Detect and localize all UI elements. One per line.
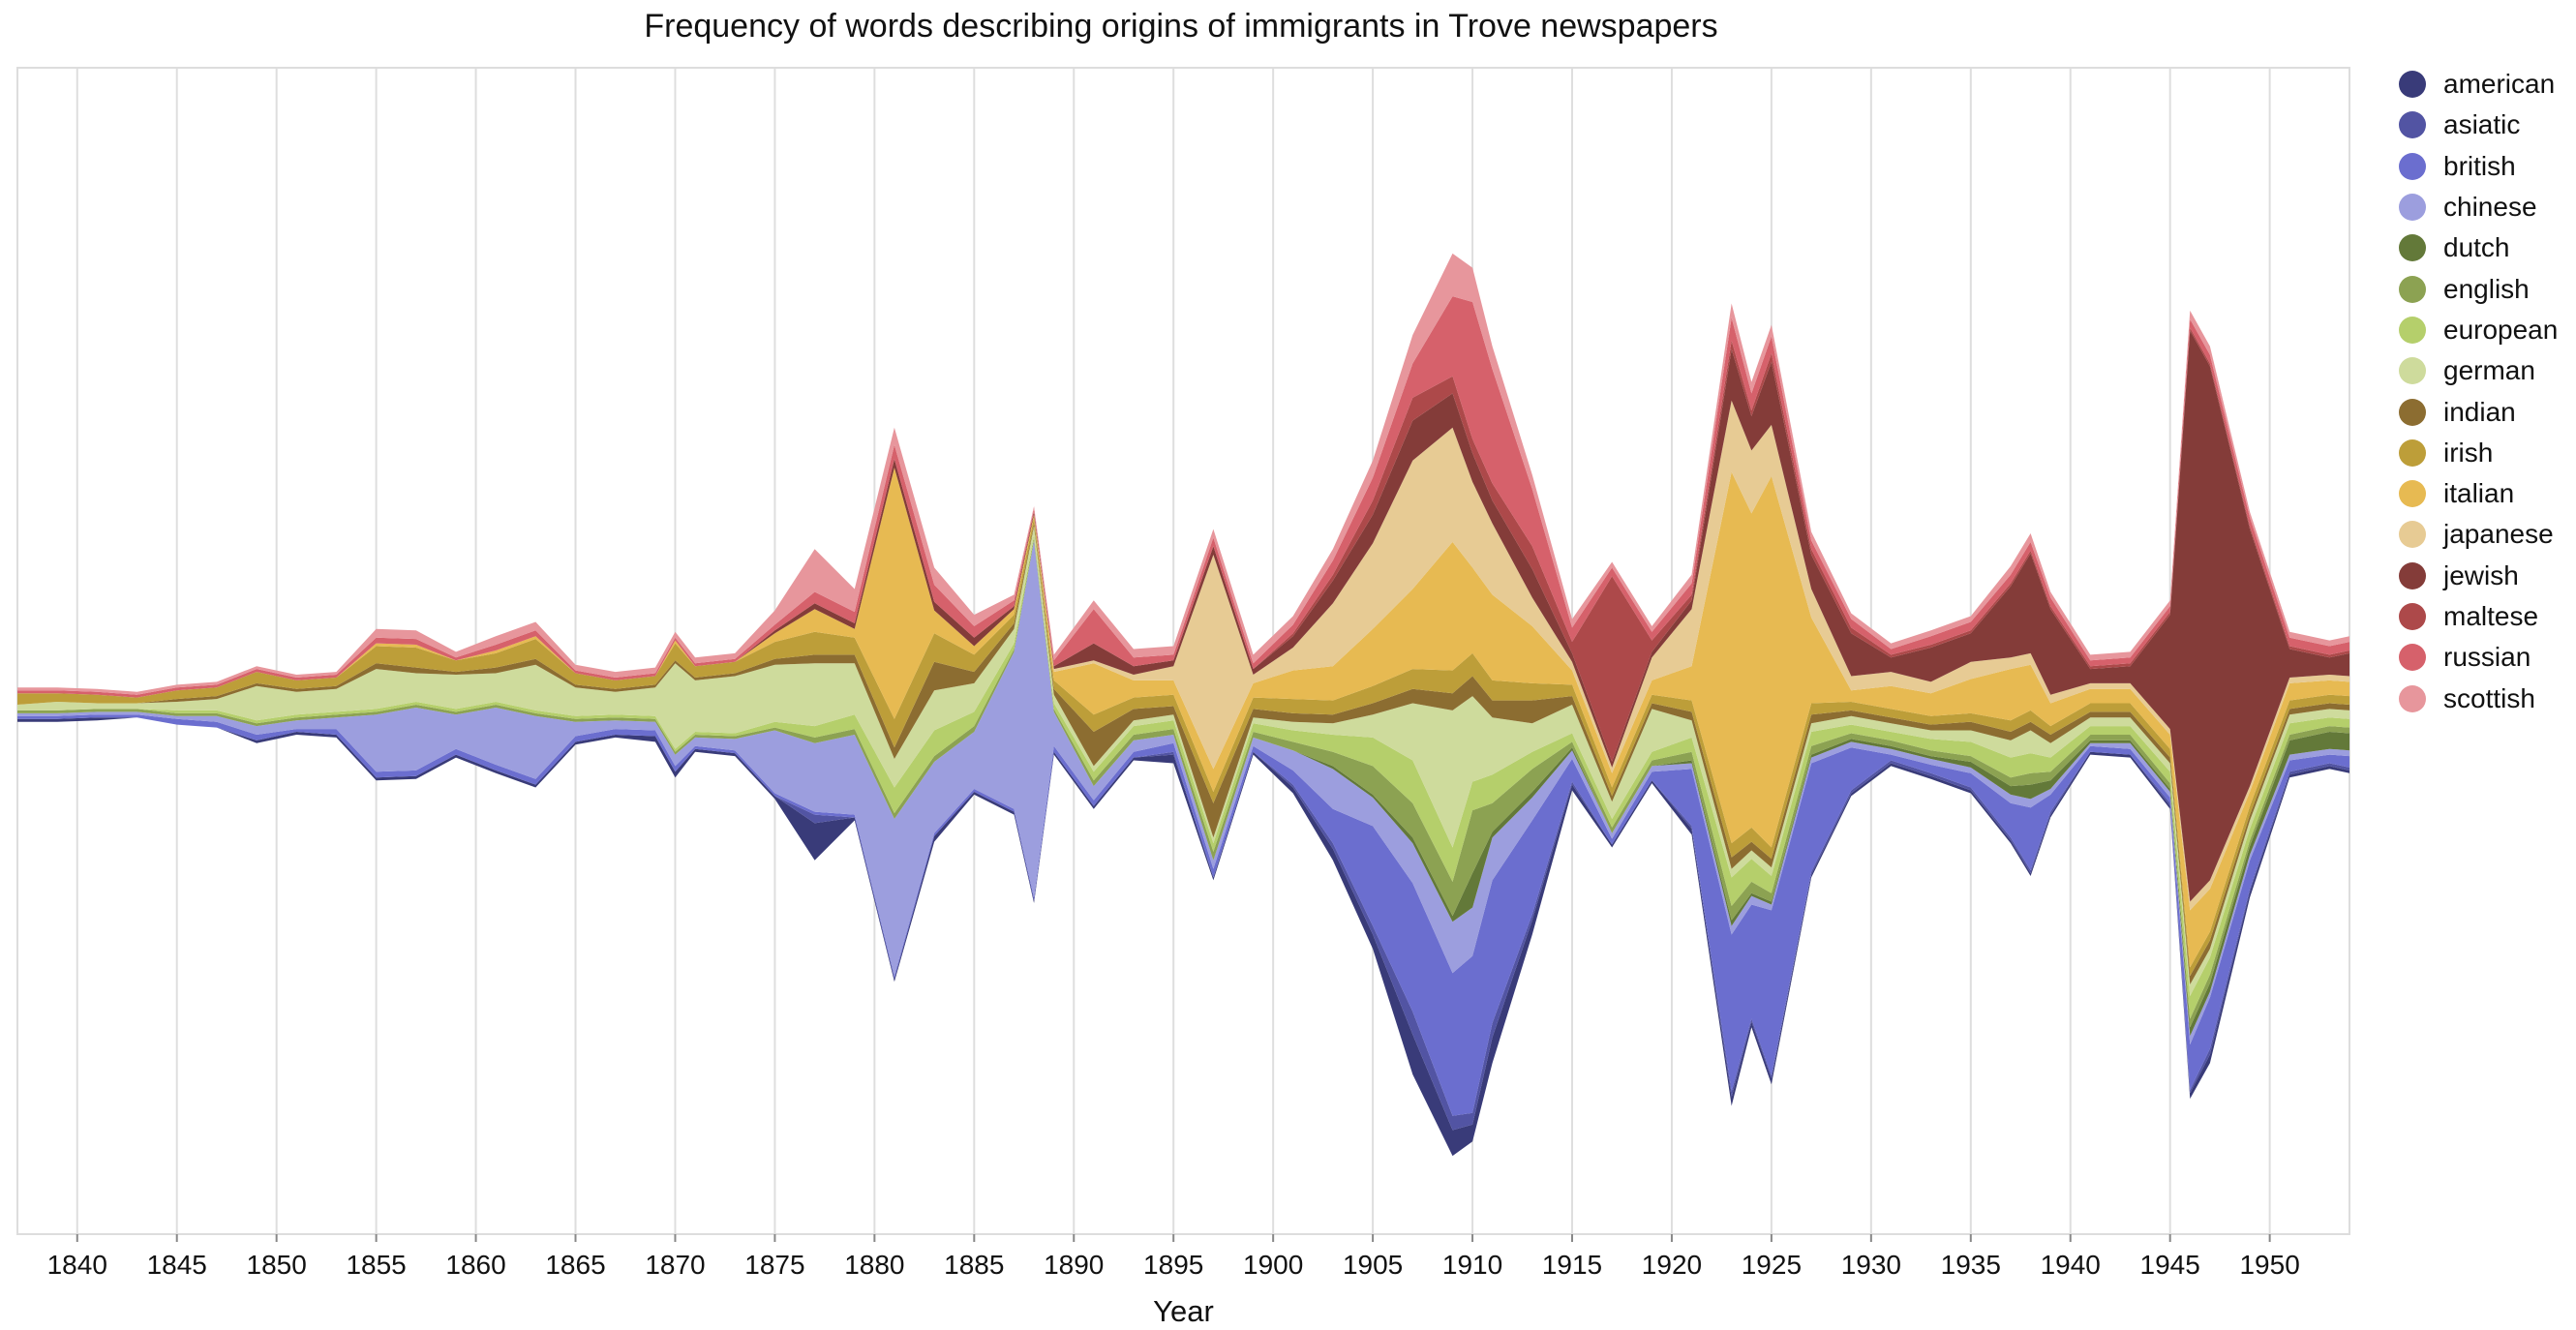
stream-layers [17,253,2349,1157]
legend-item-chinese: chinese [2399,187,2558,227]
x-tick-label: 1870 [645,1250,705,1280]
legend-label: japanese [2443,519,2554,550]
legend-swatch [2399,234,2426,262]
legend-swatch [2399,521,2426,549]
x-tick-label: 1910 [1442,1250,1502,1280]
x-tick-label: 1925 [1742,1250,1802,1280]
legend-swatch [2399,357,2426,385]
legend-item-asiatic: asiatic [2399,105,2558,145]
legend-swatch [2399,603,2426,630]
legend-label: english [2443,273,2530,304]
legend-item-dutch: dutch [2399,227,2558,268]
legend-swatch [2399,275,2426,303]
legend-item-german: german [2399,350,2558,391]
x-tick-label: 1895 [1143,1250,1203,1280]
x-axis-ticks: 1840 1845 1850 1855 1860 1865 1870 1875 1880 1885… [47,1234,2300,1280]
legend-item-american: american [2399,64,2558,105]
legend-item-maltese: maltese [2399,596,2558,637]
legend-item-japanese: japanese [2399,514,2558,555]
legend-item-russian: russian [2399,637,2558,678]
x-tick-label: 1875 [744,1250,804,1280]
x-tick-label: 1855 [346,1250,406,1280]
legend-swatch [2399,194,2426,222]
legend-item-english: english [2399,268,2558,309]
legend-swatch [2399,71,2426,99]
legend-item-european: european [2399,310,2558,350]
legend-label: german [2443,355,2535,386]
x-tick-label: 1850 [247,1250,307,1280]
legend-swatch [2399,398,2426,426]
legend-swatch [2399,480,2426,508]
x-tick-label: 1900 [1243,1250,1303,1280]
x-tick-label: 1840 [47,1250,107,1280]
x-tick-label: 1890 [1044,1250,1104,1280]
legend-item-italian: italian [2399,473,2558,514]
legend-label: maltese [2443,601,2539,631]
legend-label: russian [2443,642,2531,673]
legend-label: indian [2443,396,2516,427]
stream-layer-italian [17,468,2349,968]
legend-swatch [2399,561,2426,589]
x-tick-label: 1945 [2140,1250,2200,1280]
legend-swatch [2399,644,2426,672]
legend-label: chinese [2443,192,2537,223]
legend-label: american [2443,69,2556,100]
x-tick-label: 1920 [1642,1250,1702,1280]
legend-item-indian: indian [2399,391,2558,432]
legend-item-scottish: scottish [2399,678,2558,718]
x-tick-label: 1935 [1941,1250,2001,1280]
legend-label: dutch [2443,232,2510,263]
legend-label: scottish [2443,682,2535,713]
legend-label: asiatic [2443,109,2521,140]
legend: american asiatic british chinese dutch englis… [2399,64,2558,719]
legend-label: jewish [2443,559,2519,590]
legend-item-irish: irish [2399,433,2558,473]
x-tick-label: 1905 [1343,1250,1403,1280]
x-tick-label: 1865 [545,1250,605,1280]
legend-swatch [2399,438,2426,467]
x-axis-title: Year [1153,1294,1214,1328]
legend-swatch [2399,684,2426,712]
chart-plot-area: 1840 1845 1850 1855 1860 1865 1870 1875 1880 1885… [16,67,2350,1328]
chart-title: Frequency of words describing origins of… [644,8,1718,45]
x-tick-label: 1845 [147,1250,207,1280]
x-tick-label: 1915 [1542,1250,1602,1280]
legend-label: european [2443,314,2559,345]
legend-label: british [2443,150,2516,181]
legend-label: irish [2443,437,2494,468]
legend-item-jewish: jewish [2399,556,2558,596]
x-tick-label: 1860 [445,1250,505,1280]
legend-swatch [2399,316,2426,344]
legend-item-british: british [2399,146,2558,187]
x-tick-label: 1885 [944,1250,1004,1280]
legend-swatch [2399,111,2426,139]
stream-layer-british [17,714,2349,1116]
x-tick-label: 1940 [2041,1250,2101,1280]
x-tick-label: 1930 [1841,1250,1901,1280]
x-tick-label: 1880 [844,1250,904,1280]
legend-label: italian [2443,478,2515,509]
x-tick-label: 1950 [2239,1250,2299,1280]
stream-layer-japanese [17,400,2349,911]
legend-swatch [2399,152,2426,180]
